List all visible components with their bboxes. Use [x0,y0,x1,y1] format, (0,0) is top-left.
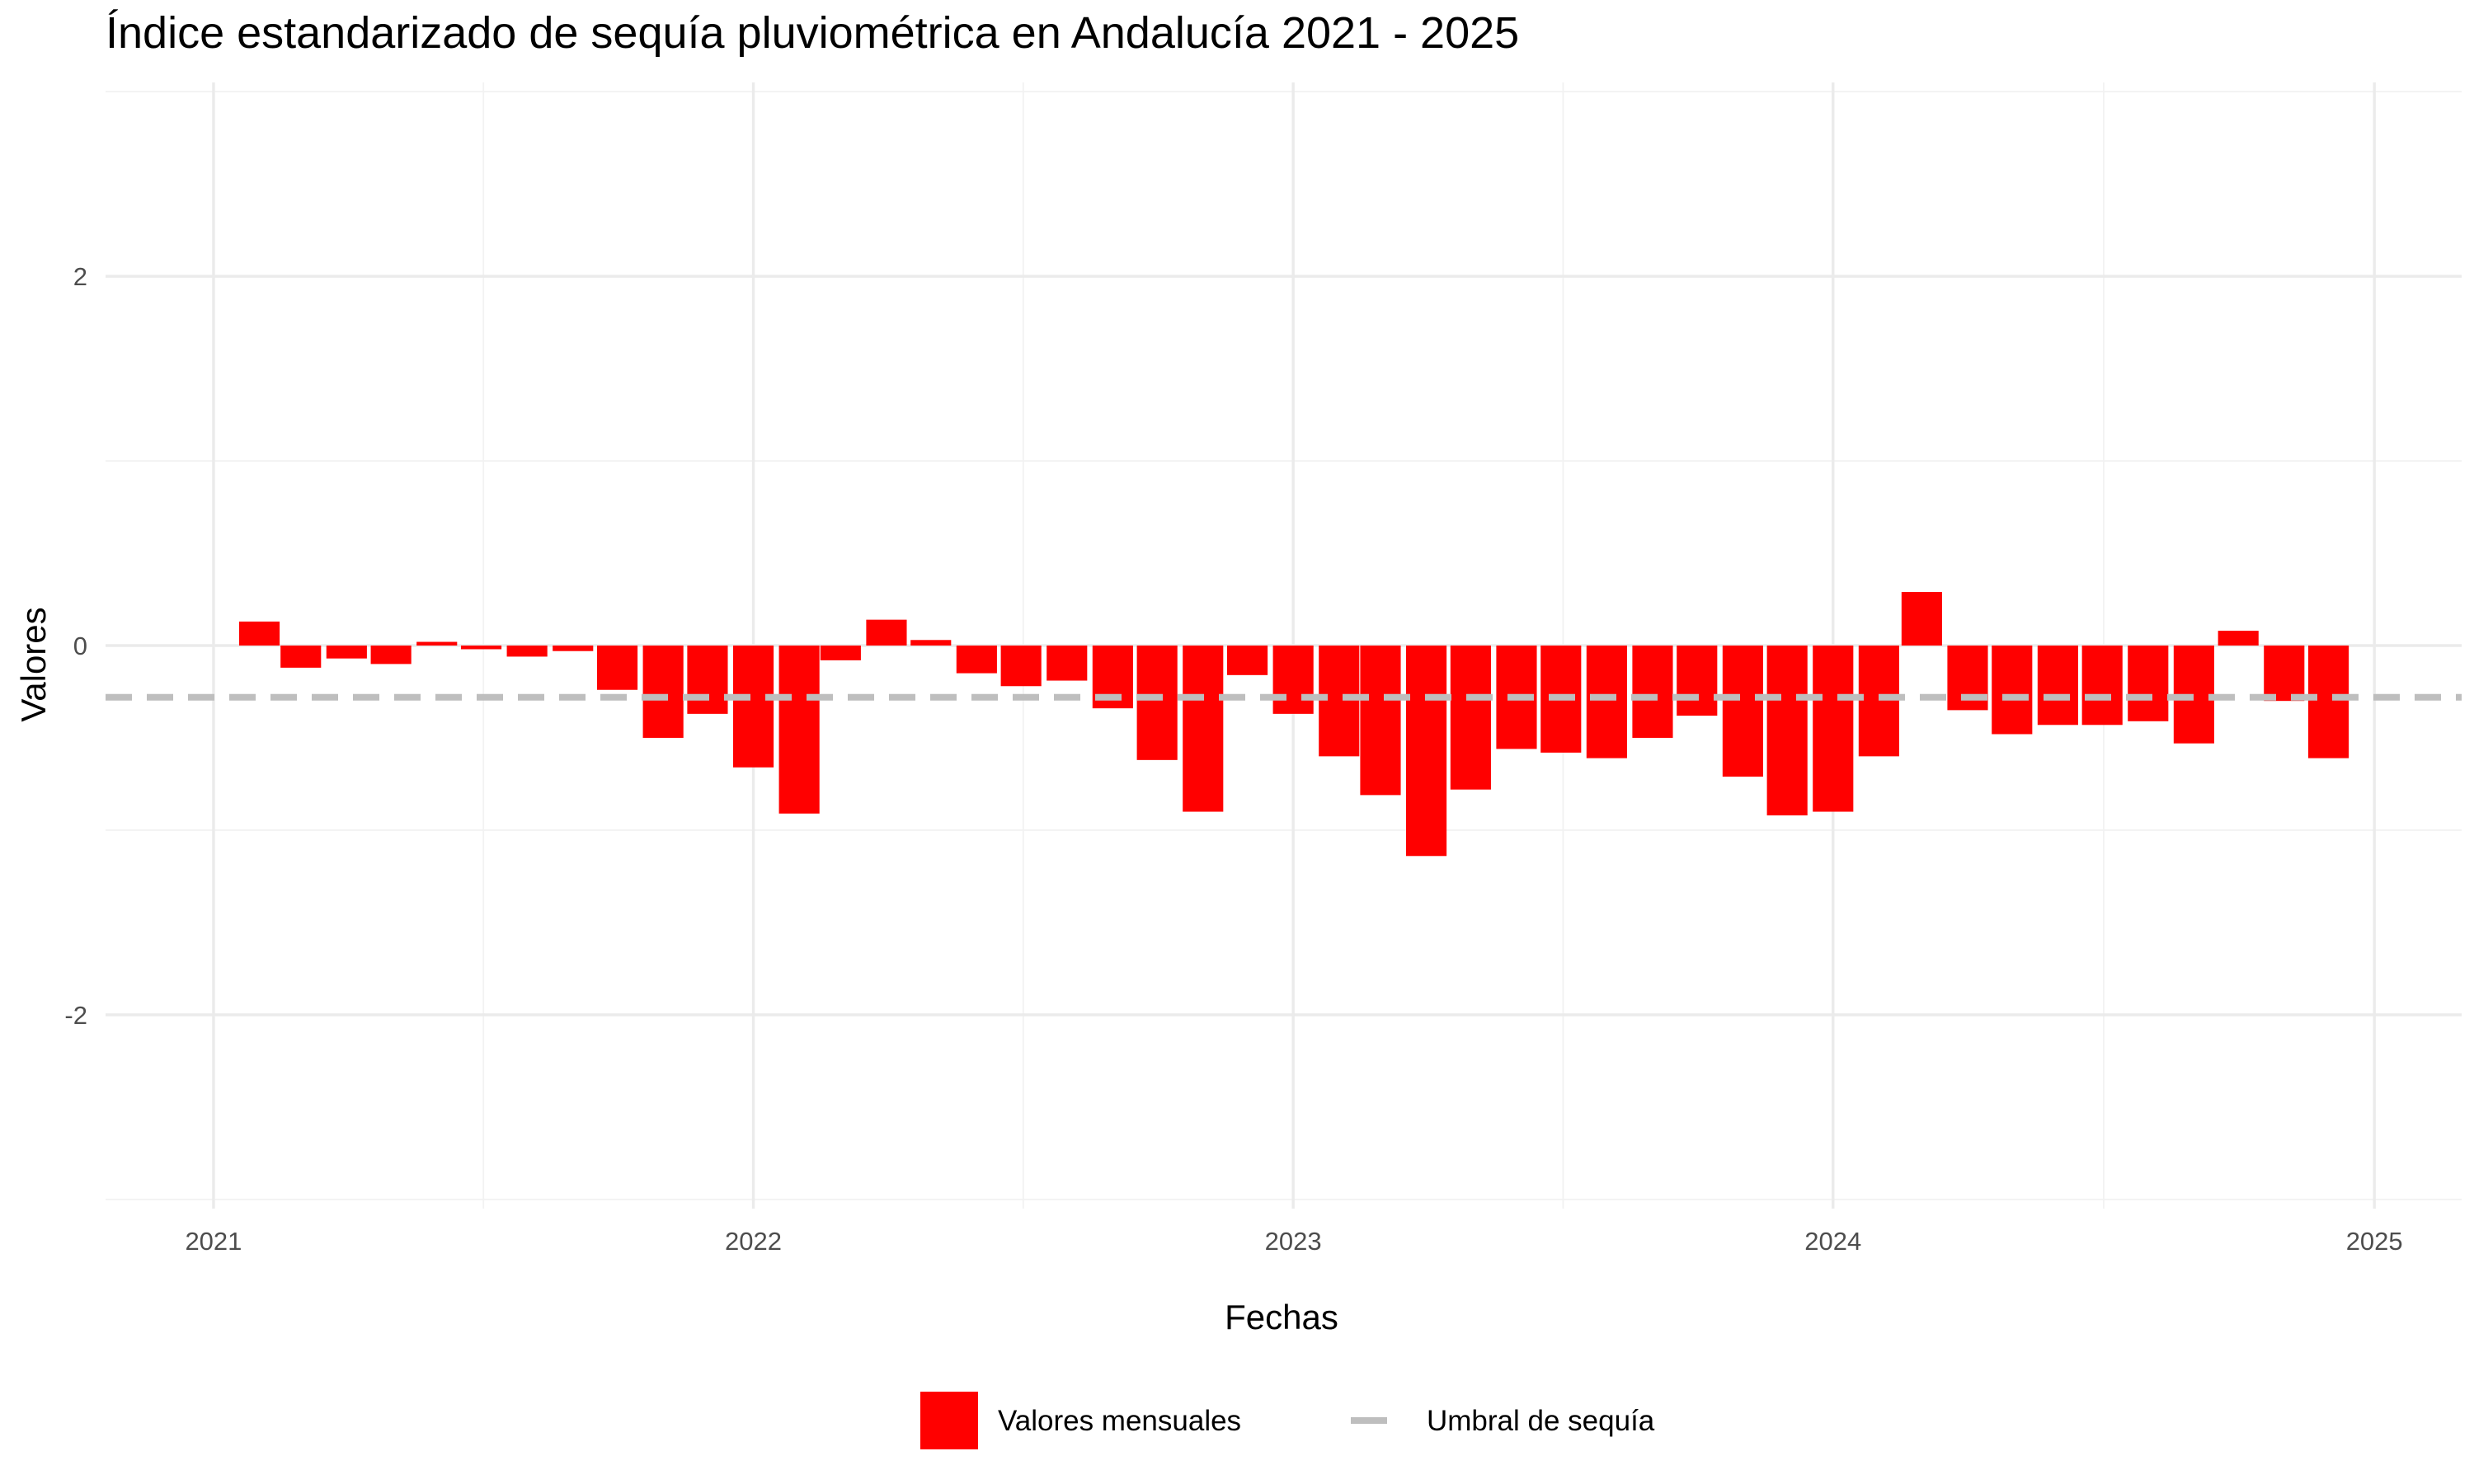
bar-2022-03-01 [820,646,861,660]
bar-2023-03-01 [1360,646,1401,796]
bar-2024-11-01 [2264,646,2305,702]
bar-2024-10-01 [2218,631,2259,646]
bar-2023-02-01 [1319,646,1360,757]
bar-2022-11-01 [1183,646,1224,812]
bar-2024-01-01 [1813,646,1854,812]
x-axis-ticks: 2021 2022 2023 2024 2025 [185,1227,2402,1256]
bar-2024-02-01 [1858,646,1899,757]
bars-series [238,592,2349,857]
bar-2022-12-01 [1226,646,1268,675]
bar-2022-10-01 [1136,646,1178,760]
bar-2024-12-01 [2308,646,2349,758]
bar-2022-06-01 [956,646,997,674]
y-tick-label: -2 [64,1001,87,1030]
bar-2021-12-01 [687,646,728,714]
bar-2024-03-01 [1901,592,1942,646]
bar-2022-04-01 [866,619,907,646]
x-tick-label: 2025 [2346,1227,2403,1256]
y-axis-title: Valores [14,607,53,721]
bar-2021-06-01 [416,641,458,646]
bar-2022-07-01 [1000,646,1042,687]
bar-2021-08-01 [506,646,548,657]
y-axis-ticks: -2 0 2 [64,262,87,1030]
bar-2023-11-01 [1722,646,1763,777]
x-tick-label: 2024 [1804,1227,1861,1256]
bar-2024-06-01 [2037,646,2078,726]
bar-2022-05-01 [910,640,952,646]
bar-2022-08-01 [1047,646,1088,681]
y-tick-label: 0 [73,632,87,660]
bar-2024-05-01 [1992,646,2033,735]
legend: Valores mensuales Umbral de sequía [920,1392,1655,1449]
x-tick-label: 2022 [725,1227,782,1256]
bar-2024-07-01 [2081,646,2123,726]
bar-2021-10-01 [596,646,638,690]
x-tick-label: 2023 [1265,1227,1322,1256]
chart-title: Índice estandarizado de sequía pluviomét… [106,8,1519,58]
bar-2023-04-01 [1406,646,1447,857]
bar-2023-05-01 [1450,646,1491,790]
bar-2023-09-01 [1632,646,1673,738]
bar-2021-09-01 [553,646,594,651]
bar-2024-08-01 [2128,646,2169,721]
x-axis-title: Fechas [1225,1298,1338,1336]
bar-2023-08-01 [1586,646,1627,758]
bar-2021-03-01 [280,646,322,668]
bar-2023-10-01 [1677,646,1718,716]
x-tick-label: 2021 [185,1227,242,1256]
bar-2021-04-01 [326,646,367,659]
bar-2022-02-01 [778,646,820,814]
bar-2023-01-01 [1272,646,1314,714]
bar-2021-02-01 [238,621,280,646]
legend-swatch-monthly [920,1392,978,1449]
bar-2021-05-01 [370,646,412,665]
bar-2021-07-01 [460,646,502,650]
legend-label-threshold: Umbral de sequía [1427,1405,1655,1437]
bar-2023-12-01 [1766,646,1808,816]
y-tick-label: 2 [73,262,87,291]
legend-label-monthly: Valores mensuales [998,1405,1241,1437]
bar-2022-01-01 [732,646,774,768]
bar-2021-11-01 [642,646,684,738]
